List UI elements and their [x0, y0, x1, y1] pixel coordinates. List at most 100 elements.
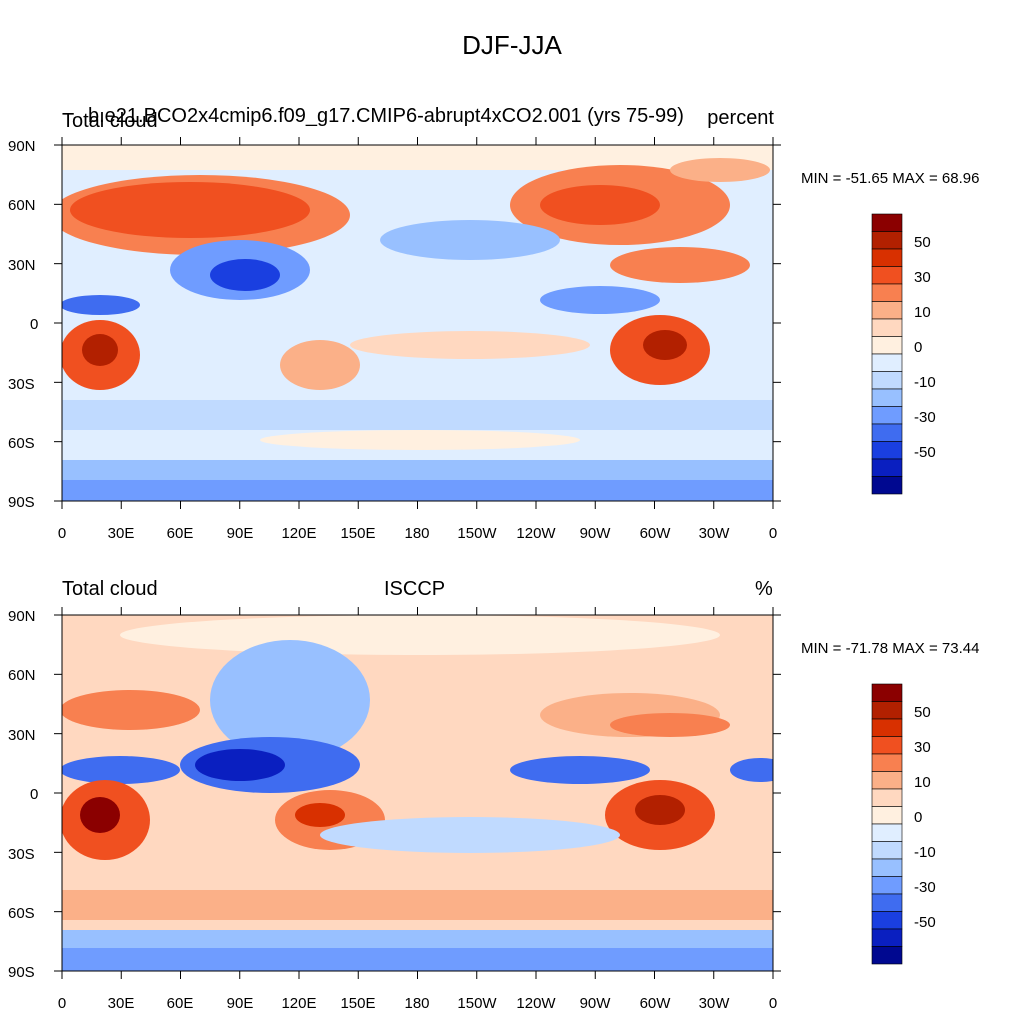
- colorbar-label: 10: [914, 774, 931, 791]
- lon-tick-label: 60W: [640, 995, 672, 1012]
- colorbar-swatch: [871, 318, 903, 337]
- lon-tick-label: 150E: [340, 525, 375, 542]
- colorbar-swatch: [871, 753, 903, 772]
- lon-tick-label: 180: [404, 995, 429, 1012]
- lon-tick-label: 60E: [167, 995, 194, 1012]
- colorbar-label: 30: [914, 739, 931, 756]
- panel-right-label: percent: [707, 107, 774, 129]
- axis-tick-marks: [54, 137, 781, 509]
- y-axis-ticks: 90N 60N 30N 0 30S 60S 90S: [8, 138, 38, 511]
- lat-tick-label: 30S: [8, 846, 35, 863]
- lat-tick-label: 30N: [8, 727, 36, 744]
- lat-tick-label: 90N: [8, 138, 36, 155]
- colorbar-swatch: [871, 701, 903, 720]
- x-axis-ticks: 0 30E 60E 90E 120E 150E 180 150W 120W 90…: [58, 525, 777, 542]
- colorbar-label: -50: [914, 444, 936, 461]
- lon-tick-label: 120E: [281, 525, 316, 542]
- colorbar-label: 10: [914, 304, 931, 321]
- panel-center-label: ISCCP: [384, 578, 446, 600]
- colorbar: 50 30 10 0 -10 -30 -50: [871, 213, 936, 495]
- colorbar-swatch: [871, 441, 903, 460]
- figure-title: DJF-JJA: [462, 30, 562, 60]
- colorbar-label: 50: [914, 234, 931, 251]
- lat-tick-label: 30S: [8, 376, 35, 393]
- lon-tick-label: 0: [58, 995, 66, 1012]
- colorbar-swatch: [871, 718, 903, 737]
- lat-tick-label: 0: [30, 316, 38, 333]
- lon-tick-label: 90E: [227, 525, 254, 542]
- colorbar-swatch: [871, 841, 903, 860]
- lon-tick-label: 150W: [457, 525, 497, 542]
- colorbar-swatch: [871, 283, 903, 302]
- panel-left-label: Total cloud: [62, 110, 158, 132]
- colorbar-swatch: [871, 683, 903, 702]
- lat-tick-label: 30N: [8, 257, 36, 274]
- colorbar-swatch: [871, 406, 903, 425]
- lon-tick-label: 30W: [699, 995, 731, 1012]
- colorbar-label: -10: [914, 374, 936, 391]
- lat-tick-label: 90S: [8, 494, 35, 511]
- lat-tick-label: 0: [30, 786, 38, 803]
- lat-tick-label: 60N: [8, 667, 36, 684]
- colorbar-swatch: [871, 388, 903, 407]
- colorbar-swatch: [871, 893, 903, 912]
- lat-tick-label: 90N: [8, 608, 36, 625]
- panel-left-label: Total cloud: [62, 578, 158, 600]
- colorbar-swatch: [871, 823, 903, 842]
- y-axis-ticks: 90N 60N 30N 0 30S 60S 90S: [8, 608, 38, 981]
- colorbar-swatch: [871, 788, 903, 807]
- colorbar-swatch: [871, 476, 903, 495]
- colorbar-label: -50: [914, 914, 936, 931]
- colorbar-swatch: [871, 423, 903, 442]
- colorbar-swatch: [871, 353, 903, 372]
- colorbar-swatch: [871, 371, 903, 390]
- colorbar-swatch: [871, 858, 903, 877]
- lon-tick-label: 150W: [457, 995, 497, 1012]
- minmax-label: MIN = -51.65 MAX = 68.96: [801, 170, 980, 187]
- lat-tick-label: 60N: [8, 197, 36, 214]
- colorbar-swatch: [871, 928, 903, 947]
- colorbar-swatch: [871, 946, 903, 965]
- colorbar-label: 50: [914, 704, 931, 721]
- lon-tick-label: 150E: [340, 995, 375, 1012]
- lon-tick-label: 30W: [699, 525, 731, 542]
- colorbar-label: -30: [914, 879, 936, 896]
- colorbar-swatch: [871, 213, 903, 232]
- lon-tick-label: 60E: [167, 525, 194, 542]
- colorbar-swatch: [871, 336, 903, 355]
- colorbar: 50 30 10 0 -10 -30 -50: [871, 683, 936, 965]
- lat-tick-label: 60S: [8, 435, 35, 452]
- map-plot: 90N 60N 30N 0 30S 60S 90S 0 30E 60E 90E …: [8, 607, 936, 1012]
- colorbar-swatch: [871, 911, 903, 930]
- axis-tick-marks: [54, 607, 781, 979]
- colorbar-swatch: [871, 771, 903, 790]
- lat-tick-label: 90S: [8, 964, 35, 981]
- minmax-label: MIN = -71.78 MAX = 73.44: [801, 640, 980, 657]
- colorbar-label: -10: [914, 844, 936, 861]
- x-axis-ticks: 0 30E 60E 90E 120E 150E 180 150W 120W 90…: [58, 995, 777, 1012]
- lon-tick-label: 120W: [516, 995, 556, 1012]
- contour-field: [62, 615, 773, 971]
- lat-tick-label: 60S: [8, 905, 35, 922]
- colorbar-label: 0: [914, 809, 922, 826]
- colorbar-swatch: [871, 876, 903, 895]
- lon-tick-label: 120W: [516, 525, 556, 542]
- colorbar-label: 0: [914, 339, 922, 356]
- panel-right-label: %: [755, 578, 773, 600]
- lon-tick-label: 0: [769, 525, 777, 542]
- lon-tick-label: 90W: [580, 525, 612, 542]
- lon-tick-label: 180: [404, 525, 429, 542]
- colorbar-swatch: [871, 248, 903, 267]
- lon-tick-label: 30E: [108, 995, 135, 1012]
- lon-tick-label: 120E: [281, 995, 316, 1012]
- lon-tick-label: 30E: [108, 525, 135, 542]
- colorbar-swatch: [871, 736, 903, 755]
- colorbar-label: 30: [914, 269, 931, 286]
- lon-tick-label: 60W: [640, 525, 672, 542]
- lon-tick-label: 90E: [227, 995, 254, 1012]
- map-plot: 90N 60N 30N 0 30S 60S 90S 0 30E 60E 90E …: [8, 137, 936, 542]
- lon-tick-label: 0: [769, 995, 777, 1012]
- colorbar-swatch: [871, 806, 903, 825]
- colorbar-swatch: [871, 301, 903, 320]
- contour-field: [62, 145, 773, 501]
